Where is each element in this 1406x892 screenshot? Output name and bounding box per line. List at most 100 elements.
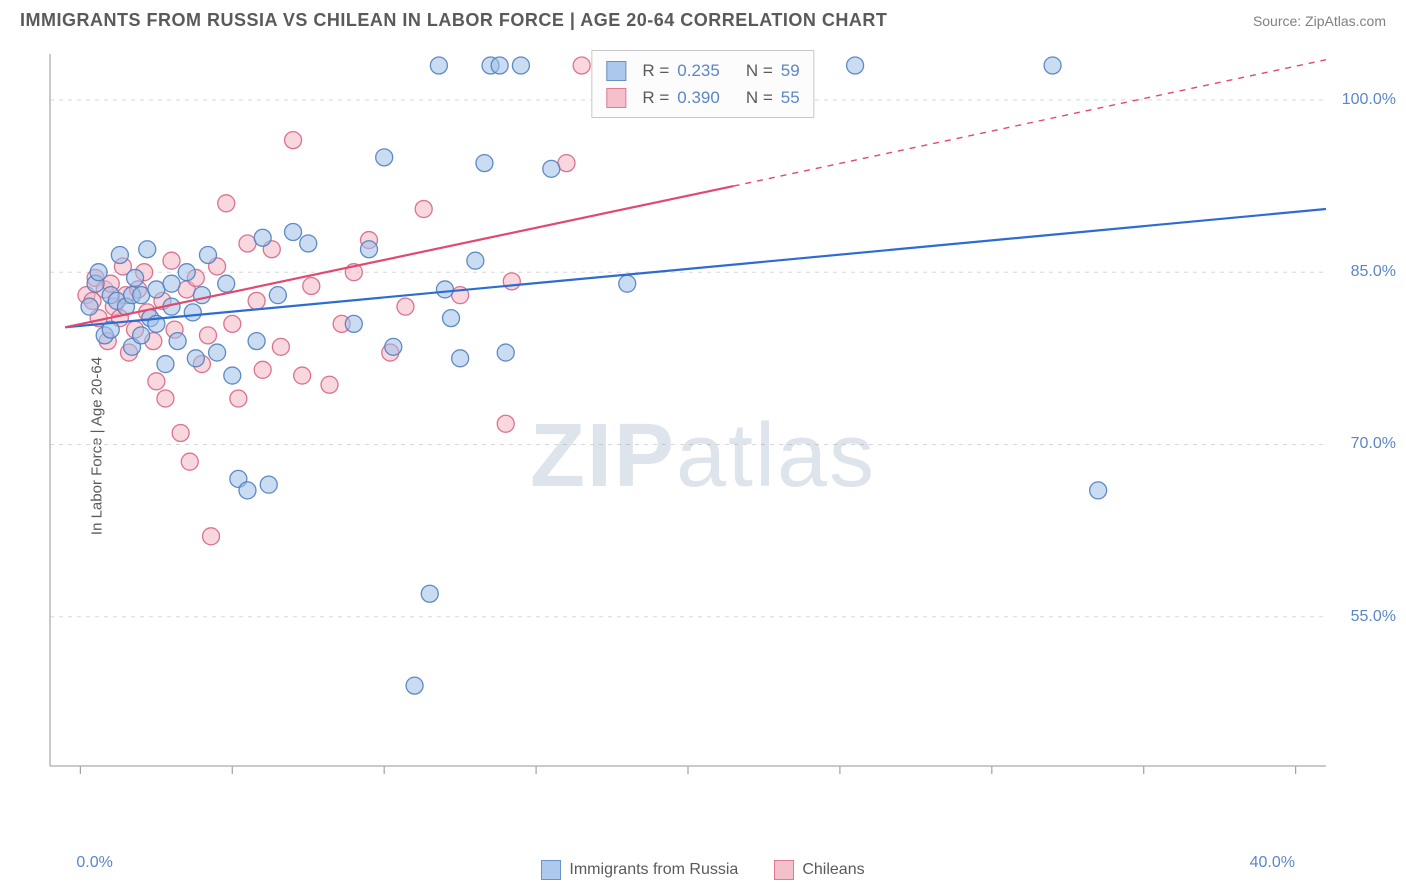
scatter-point: [1044, 57, 1061, 74]
scatter-point: [345, 315, 362, 332]
scatter-point: [248, 333, 265, 350]
y-tick-label: 55.0%: [1351, 608, 1396, 626]
regression-line-chile-extrapolated: [734, 60, 1326, 186]
r-value: 0.390: [677, 84, 720, 111]
r-value: 0.235: [677, 57, 720, 84]
scatter-point: [558, 155, 575, 172]
scatter-point: [497, 344, 514, 361]
scatter-point: [397, 298, 414, 315]
header: IMMIGRANTS FROM RUSSIA VS CHILEAN IN LAB…: [0, 0, 1406, 35]
scatter-point: [430, 57, 447, 74]
plot-area: [42, 46, 1386, 806]
scatter-point: [239, 482, 256, 499]
scatter-point: [543, 160, 560, 177]
scatter-point: [157, 390, 174, 407]
scatter-point: [203, 528, 220, 545]
scatter-point: [452, 350, 469, 367]
scatter-point: [467, 252, 484, 269]
scatter-point: [847, 57, 864, 74]
scatter-point: [415, 201, 432, 218]
scatter-point: [303, 277, 320, 294]
scatter-point: [443, 310, 460, 327]
scatter-point: [184, 304, 201, 321]
scatter-point: [90, 264, 107, 281]
scatter-point: [254, 229, 271, 246]
scatter-point: [148, 281, 165, 298]
y-tick-label: 70.0%: [1351, 435, 1396, 453]
scatter-point: [248, 292, 265, 309]
scatter-point: [209, 344, 226, 361]
legend-item: Immigrants from Russia: [541, 860, 738, 880]
scatter-point: [148, 373, 165, 390]
scatter-point: [127, 269, 144, 286]
scatter-point: [133, 287, 150, 304]
r-label: R =: [642, 57, 669, 84]
scatter-point: [172, 424, 189, 441]
scatter-point: [285, 132, 302, 149]
scatter-point: [193, 287, 210, 304]
y-tick-label: 85.0%: [1351, 263, 1396, 281]
series-legend: Immigrants from Russia Chileans: [0, 860, 1406, 880]
scatter-point: [187, 350, 204, 367]
legend-item: Chileans: [774, 860, 864, 880]
n-label: N =: [746, 84, 773, 111]
legend-swatch: [541, 860, 561, 880]
scatter-point: [163, 252, 180, 269]
scatter-point: [272, 338, 289, 355]
scatter-point: [260, 476, 277, 493]
legend-swatch: [606, 61, 626, 81]
scatter-point: [199, 246, 216, 263]
scatter-point: [163, 275, 180, 292]
scatter-point: [294, 367, 311, 384]
scatter-point: [421, 585, 438, 602]
scatter-point: [169, 333, 186, 350]
scatter-point: [300, 235, 317, 252]
stats-legend: R = 0.235 N = 59 R = 0.390 N = 55: [591, 50, 814, 118]
scatter-point: [178, 264, 195, 281]
scatter-point: [199, 327, 216, 344]
scatter-point: [619, 275, 636, 292]
scatter-point: [436, 281, 453, 298]
scatter-point: [254, 361, 271, 378]
legend-swatch: [606, 88, 626, 108]
scatter-point: [224, 367, 241, 384]
scatter-point: [139, 241, 156, 258]
scatter-point: [321, 376, 338, 393]
n-label: N =: [746, 57, 773, 84]
scatter-point: [406, 677, 423, 694]
legend-label: Chileans: [802, 861, 864, 879]
legend-swatch: [774, 860, 794, 880]
scatter-point: [218, 195, 235, 212]
scatter-point: [181, 453, 198, 470]
scatter-point: [230, 390, 247, 407]
scatter-point: [491, 57, 508, 74]
scatter-point: [239, 235, 256, 252]
scatter-point: [385, 338, 402, 355]
scatter-point: [361, 241, 378, 258]
chart-title: IMMIGRANTS FROM RUSSIA VS CHILEAN IN LAB…: [20, 10, 887, 31]
scatter-point: [133, 327, 150, 344]
scatter-point: [1090, 482, 1107, 499]
scatter-point: [269, 287, 286, 304]
scatter-point: [224, 315, 241, 332]
scatter-plot: [42, 46, 1386, 806]
scatter-point: [81, 298, 98, 315]
scatter-point: [285, 224, 302, 241]
scatter-point: [157, 356, 174, 373]
legend-label: Immigrants from Russia: [569, 861, 738, 879]
n-value: 59: [781, 57, 800, 84]
scatter-point: [376, 149, 393, 166]
y-tick-label: 100.0%: [1342, 91, 1396, 109]
r-label: R =: [642, 84, 669, 111]
regression-line-russia: [65, 209, 1326, 327]
scatter-point: [111, 246, 128, 263]
scatter-point: [476, 155, 493, 172]
source-label: Source: ZipAtlas.com: [1253, 13, 1386, 29]
scatter-point: [503, 273, 520, 290]
stats-legend-row: R = 0.235 N = 59: [606, 57, 799, 84]
scatter-point: [218, 275, 235, 292]
n-value: 55: [781, 84, 800, 111]
stats-legend-row: R = 0.390 N = 55: [606, 84, 799, 111]
scatter-point: [573, 57, 590, 74]
scatter-point: [497, 415, 514, 432]
